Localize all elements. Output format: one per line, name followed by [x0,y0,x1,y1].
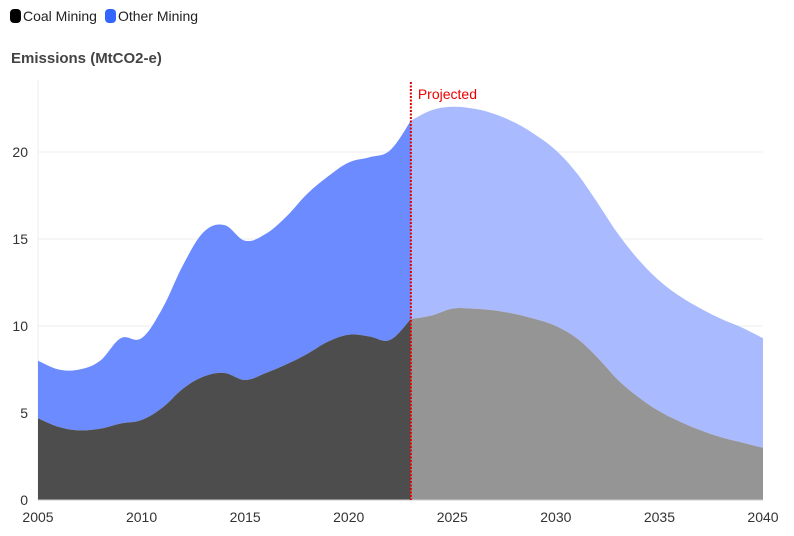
x-tick-label: 2020 [333,509,364,525]
coal-mining-projected-area [410,307,763,500]
legend-label: Coal Mining [23,8,97,24]
coal-mining-swatch-icon [10,9,21,23]
legend-item-other-mining[interactable]: Other Mining [104,8,199,24]
y-tick-label: 0 [20,492,28,508]
legend: Coal Mining Other Mining [10,8,200,24]
other-mining-projected-area [410,106,763,448]
other-mining-historical-area [38,120,411,431]
x-tick-label: 2030 [540,509,571,525]
y-tick-label: 5 [20,405,28,421]
y-tick-label: 20 [12,144,28,160]
legend-item-coal-mining[interactable]: Coal Mining [10,8,97,24]
x-tick-label: 2015 [230,509,261,525]
y-axis-title: Emissions (MtCO2-e) [11,50,162,67]
x-tick-label: 2010 [126,509,157,525]
x-tick-label: 2035 [644,509,675,525]
x-tick-label: 2025 [437,509,468,525]
coal-mining-historical-area [38,319,411,500]
legend-label: Other Mining [117,8,199,24]
projection-label: Projected [418,86,477,102]
y-tick-label: 10 [12,318,28,334]
y-tick-label: 15 [12,231,28,247]
other-mining-swatch-icon [104,9,116,23]
x-tick-label: 2005 [22,509,53,525]
x-tick-label: 2040 [747,509,778,525]
